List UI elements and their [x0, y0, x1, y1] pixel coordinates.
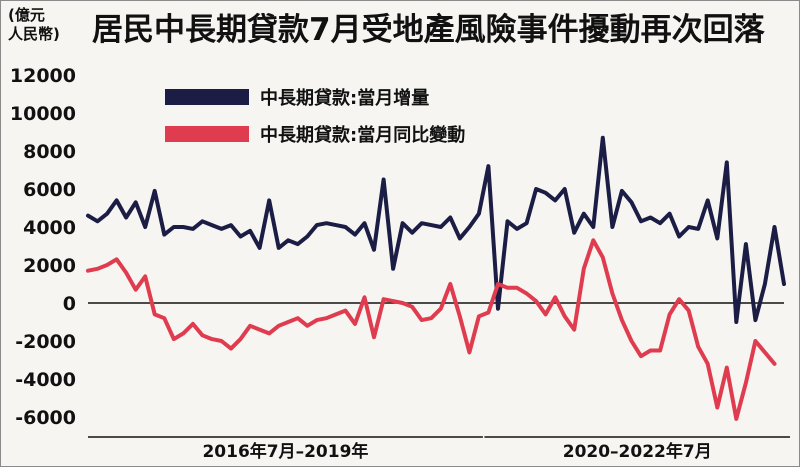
y-tick-label: -6000 [15, 407, 76, 429]
legend-label-2: 中長期貸款:當月同比變動 [260, 124, 465, 146]
legend-swatch-2 [165, 126, 249, 142]
y-tick-label: -4000 [15, 369, 76, 391]
y-tick-label: 10000 [10, 103, 76, 125]
series-layer [86, 135, 786, 421]
chart-title: 居民中長期貸款7月受地產風險事件擾動再次回落 [92, 12, 765, 48]
y-tick-label: 12000 [10, 65, 76, 87]
period-label-2: 2020–2022年7月 [563, 441, 712, 462]
y-axis-ticks: 12000 10000 8000 6000 4000 2000 0 -2000 -4000 -60… [10, 65, 76, 429]
y-tick-label: 6000 [23, 179, 76, 201]
unit-line-1: (億元 [8, 6, 45, 24]
series-line-1 [86, 135, 786, 324]
y-tick-label: 0 [63, 293, 76, 315]
unit-line-2: 人民幣) [8, 25, 60, 43]
legend-label-1: 中長期貸款:當月增量 [260, 87, 429, 109]
series-line-2 [86, 238, 777, 421]
y-tick-label: 4000 [23, 217, 76, 239]
y-tick-label: 8000 [23, 141, 76, 163]
period-label-1: 2016年7月–2019年 [202, 441, 368, 462]
y-tick-label: -2000 [15, 331, 76, 353]
y-axis-unit-label: (億元 人民幣) [8, 6, 82, 44]
y-tick-label: 2000 [23, 255, 76, 277]
period-axis: 2016年7月–2019年 2020–2022年7月 [88, 436, 790, 462]
legend-swatch-1 [165, 89, 249, 105]
